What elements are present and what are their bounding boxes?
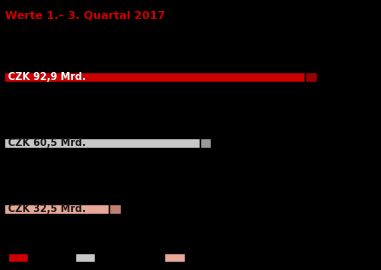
FancyBboxPatch shape <box>4 72 306 82</box>
FancyBboxPatch shape <box>4 204 109 214</box>
Text: CZK 60,5 Mrd.: CZK 60,5 Mrd. <box>8 138 86 148</box>
FancyBboxPatch shape <box>306 72 317 82</box>
FancyBboxPatch shape <box>75 253 95 262</box>
FancyBboxPatch shape <box>8 253 28 262</box>
Text: Werte 1.– 3. Quartal 2017: Werte 1.– 3. Quartal 2017 <box>5 11 166 21</box>
FancyBboxPatch shape <box>164 253 185 262</box>
FancyBboxPatch shape <box>4 138 200 148</box>
Text: CZK 32,5 Mrd.: CZK 32,5 Mrd. <box>8 204 86 214</box>
FancyBboxPatch shape <box>109 204 120 214</box>
FancyBboxPatch shape <box>200 138 211 148</box>
Text: CZK 92,9 Mrd.: CZK 92,9 Mrd. <box>8 72 86 82</box>
